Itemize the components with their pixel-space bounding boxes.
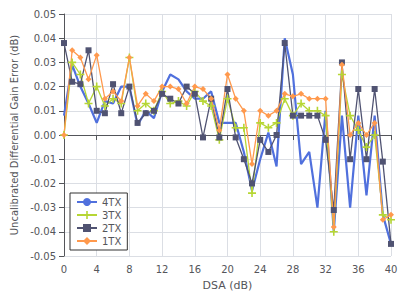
svg-text:0.02: 0.02 bbox=[34, 81, 56, 92]
svg-text:28: 28 bbox=[287, 264, 300, 275]
svg-text:0.03: 0.03 bbox=[34, 57, 56, 68]
svg-text:-0.04: -0.04 bbox=[30, 226, 56, 237]
svg-text:2TX: 2TX bbox=[102, 223, 121, 234]
svg-text:0.04: 0.04 bbox=[34, 33, 56, 44]
svg-text:4TX: 4TX bbox=[102, 197, 121, 208]
svg-text:-0.05: -0.05 bbox=[30, 251, 56, 262]
svg-text:20: 20 bbox=[221, 264, 234, 275]
svg-text:DSA (dB): DSA (dB) bbox=[203, 279, 253, 292]
svg-text:40: 40 bbox=[385, 264, 398, 275]
svg-text:0: 0 bbox=[61, 264, 67, 275]
svg-text:Uncalibrated Differential Gain: Uncalibrated Differential Gain Error (dB… bbox=[9, 35, 20, 236]
svg-text:24: 24 bbox=[254, 264, 267, 275]
svg-text:32: 32 bbox=[319, 264, 332, 275]
svg-text:-0.01: -0.01 bbox=[30, 154, 56, 165]
svg-text:0.01: 0.01 bbox=[34, 105, 56, 116]
svg-text:36: 36 bbox=[352, 264, 365, 275]
svg-text:-0.02: -0.02 bbox=[30, 178, 56, 189]
svg-text:12: 12 bbox=[156, 264, 169, 275]
svg-text:3TX: 3TX bbox=[102, 210, 121, 221]
svg-text:8: 8 bbox=[126, 264, 132, 275]
svg-text:1TX: 1TX bbox=[102, 236, 121, 247]
svg-text:16: 16 bbox=[188, 264, 201, 275]
svg-text:0.00: 0.00 bbox=[34, 130, 56, 141]
svg-text:0.05: 0.05 bbox=[34, 9, 56, 20]
svg-text:-0.03: -0.03 bbox=[30, 202, 56, 213]
svg-text:4: 4 bbox=[94, 264, 100, 275]
